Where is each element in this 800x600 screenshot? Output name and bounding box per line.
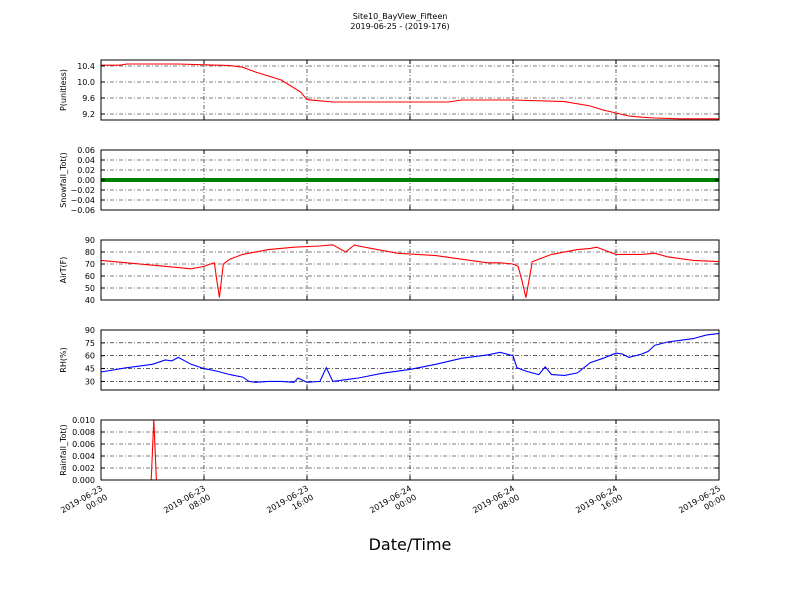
- y-tick-label: 0.02: [77, 166, 95, 175]
- y-tick-label: 40: [85, 296, 95, 305]
- y-axis-label: RH(%): [59, 347, 68, 372]
- y-tick-label: 60: [85, 272, 95, 281]
- y-tick-label: 0.008: [72, 428, 95, 437]
- y-tick-label: 50: [85, 284, 95, 293]
- y-tick-label: 9.2: [82, 110, 95, 119]
- series-line-AirT(F): [100, 244, 720, 298]
- y-tick-label: 0.010: [72, 416, 95, 425]
- y-tick-label: 0.004: [72, 452, 95, 461]
- series-line-RH(%): [100, 332, 720, 383]
- y-tick-label: 60: [85, 352, 95, 361]
- y-tick-label: 0.06: [77, 146, 95, 155]
- y-tick-label: −0.06: [70, 206, 95, 215]
- panel-2: 40 50 60 70 80 90 AirT(F): [59, 236, 720, 305]
- y-tick-label: 90: [85, 326, 95, 335]
- panel-3: 30 45 60 75 90 RH(%): [59, 326, 720, 391]
- y-axis-label: Rainfall_Tot(): [59, 424, 68, 476]
- y-tick-label: 10.4: [77, 62, 95, 71]
- panel-1: −0.06−0.04−0.020.000.020.040.06 Snowfall_…: [59, 146, 720, 215]
- y-axis-label: AirT(F): [59, 257, 68, 284]
- y-tick-label: 0.04: [77, 156, 95, 165]
- chart-subtitle: 2019-06-25 - (2019-176): [350, 22, 449, 31]
- y-tick-label: 10.0: [77, 78, 95, 87]
- x-axis-label: Date/Time: [369, 535, 452, 554]
- panel-0: 9.2 9.6 10.0 10.4 P(unitless): [59, 59, 720, 121]
- y-axis-label: P(unitless): [59, 69, 68, 111]
- y-tick-label: −0.02: [70, 186, 95, 195]
- y-axis-label: Snowfall_Tot(): [59, 152, 68, 208]
- series-line-P(unitless): [101, 63, 719, 120]
- y-tick-label: 30: [85, 377, 95, 386]
- y-tick-label: 70: [85, 260, 95, 269]
- y-tick-label: 75: [85, 339, 95, 348]
- y-tick-label: 0.006: [72, 440, 95, 449]
- chart-title: Site10_BayView_Fifteen: [353, 12, 448, 21]
- y-tick-label: 0.002: [72, 464, 95, 473]
- y-tick-label: −0.04: [70, 196, 95, 205]
- y-tick-label: 80: [85, 248, 95, 257]
- y-tick-label: 0.000: [72, 476, 95, 485]
- panel-4: 0.000 0.002 0.004 0.006 0.008 0.010 Rainfall_T…: [59, 416, 720, 485]
- y-tick-label: 0.00: [77, 176, 95, 185]
- panels-group: 9.2 9.6 10.0 10.4 P(unitless) −0.06−0.04−0.02…: [59, 59, 727, 515]
- y-tick-label: 45: [85, 365, 95, 374]
- y-tick-label: 9.6: [82, 94, 95, 103]
- y-tick-label: 90: [85, 236, 95, 245]
